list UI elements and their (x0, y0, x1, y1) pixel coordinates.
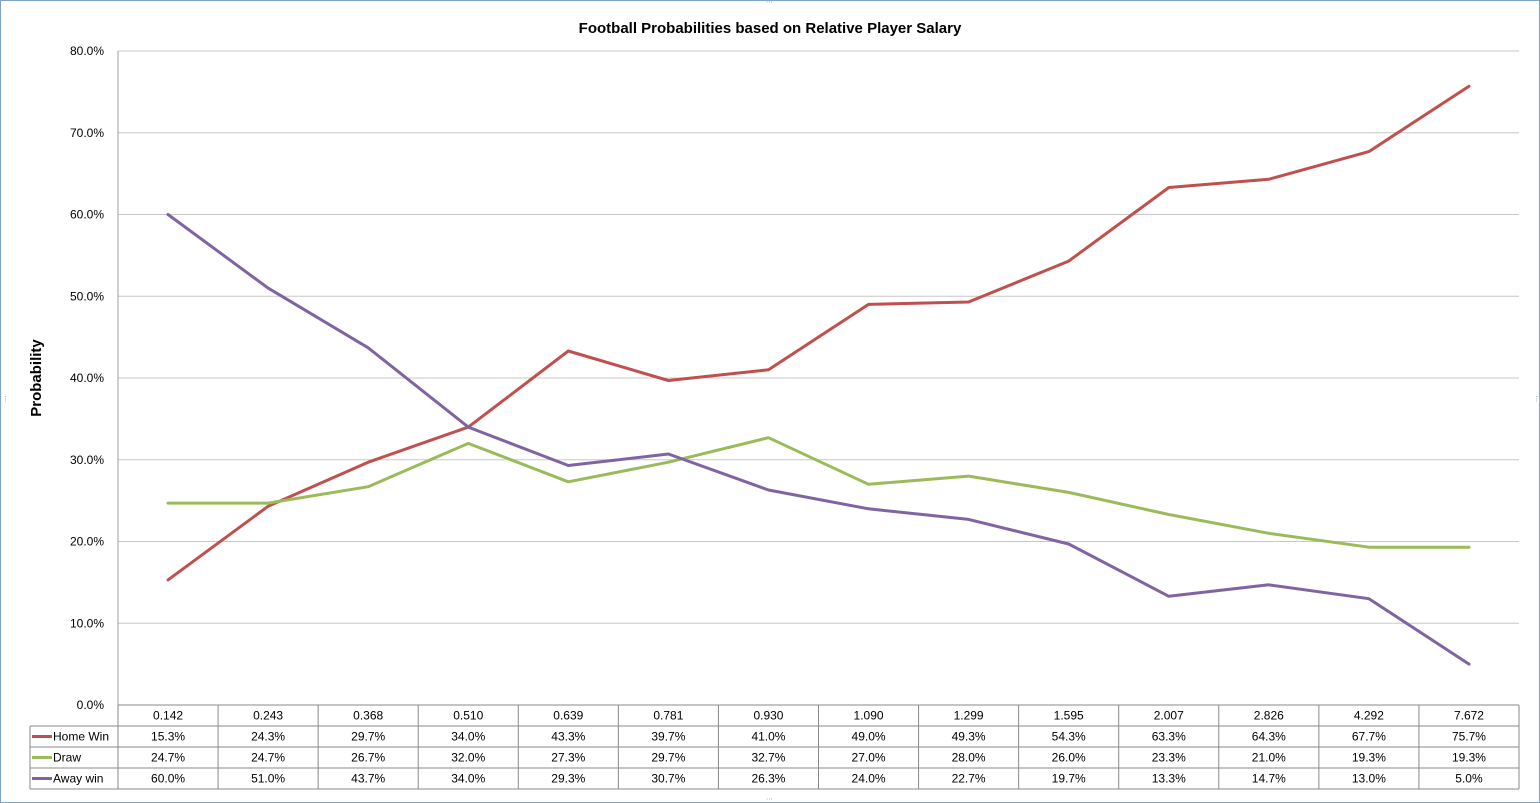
x-tick-label: 0.510 (453, 709, 483, 723)
y-tick-label: 10.0% (70, 616, 104, 630)
x-tick-label: 0.368 (353, 709, 383, 723)
data-label: 51.0% (251, 772, 285, 786)
data-label: 43.3% (551, 730, 585, 744)
y-tick-label: 50.0% (70, 289, 104, 303)
data-label: 67.7% (1352, 730, 1386, 744)
data-label: 29.7% (651, 751, 685, 765)
data-label: 22.7% (952, 772, 986, 786)
data-label: 30.7% (651, 772, 685, 786)
x-tick-label: 1.090 (854, 709, 884, 723)
data-label: 13.0% (1352, 772, 1386, 786)
y-tick-label: 80.0% (70, 44, 104, 58)
data-label: 54.3% (1052, 730, 1086, 744)
data-table: 0.142 0.243 0.368 0.510 0.639 0.781 0.930 1.090… (29, 704, 1520, 790)
data-label: 15.3% (151, 730, 185, 744)
y-tick-label: 60.0% (70, 208, 104, 222)
data-label: 39.7% (651, 730, 685, 744)
x-tick-label: 0.930 (753, 709, 783, 723)
x-tick-label: 4.292 (1354, 709, 1384, 723)
series-line-draw (166, 436, 1471, 549)
y-tick-label: 70.0% (70, 126, 104, 140)
data-label: 24.7% (251, 751, 285, 765)
data-label: 34.0% (451, 772, 485, 786)
legend-label: Home Win (53, 730, 109, 744)
data-label: 64.3% (1252, 730, 1286, 744)
data-label: 32.7% (751, 751, 785, 765)
data-label: 5.0% (1455, 772, 1483, 786)
data-label: 49.3% (952, 730, 986, 744)
y-axis-ticks: 0.0% 10.0% 20.0% 30.0% 40.0% 50.0% 60.0% 70.0% 8… (70, 44, 104, 712)
data-label: 32.0% (451, 751, 485, 765)
x-tick-label: 2.007 (1154, 709, 1184, 723)
data-label: 34.0% (451, 730, 485, 744)
data-label: 41.0% (751, 730, 785, 744)
data-label: 24.3% (251, 730, 285, 744)
data-label: 28.0% (952, 751, 986, 765)
data-label: 27.0% (852, 751, 886, 765)
data-label: 27.3% (551, 751, 585, 765)
data-label: 23.3% (1152, 751, 1186, 765)
left-resize-handle[interactable]: ⋮ (2, 395, 9, 403)
data-label: 43.7% (351, 772, 385, 786)
legend-label: Away win (53, 772, 103, 786)
right-resize-handle[interactable]: ⋮ (1533, 395, 1540, 403)
series-line-home-win (166, 84, 1471, 582)
series-lines (166, 84, 1471, 666)
legend-label: Draw (53, 751, 81, 765)
data-label: 26.3% (751, 772, 785, 786)
data-label: 75.7% (1452, 730, 1486, 744)
data-label: 14.7% (1252, 772, 1286, 786)
data-label: 26.7% (351, 751, 385, 765)
y-axis-label: Probability (28, 339, 45, 417)
data-label: 19.3% (1452, 751, 1486, 765)
data-label: 26.0% (1052, 751, 1086, 765)
data-label: 29.7% (351, 730, 385, 744)
data-label: 19.3% (1352, 751, 1386, 765)
gridlines (117, 50, 1519, 705)
data-label: 19.7% (1052, 772, 1086, 786)
y-tick-label: 20.0% (70, 535, 104, 549)
data-label: 21.0% (1252, 751, 1286, 765)
x-tick-label: 0.142 (153, 709, 183, 723)
data-label: 24.0% (852, 772, 886, 786)
data-label: 24.7% (151, 751, 185, 765)
x-tick-label: 7.672 (1454, 709, 1484, 723)
x-tick-label: 0.781 (653, 709, 683, 723)
data-label: 49.0% (852, 730, 886, 744)
series-line-away-win (166, 213, 1471, 666)
y-tick-label: 40.0% (70, 371, 104, 385)
data-label: 29.3% (551, 772, 585, 786)
chart-title: Football Probabilities based on Relative… (579, 20, 962, 37)
bottom-resize-handle[interactable]: ⋯ (766, 795, 773, 803)
y-tick-label: 0.0% (77, 698, 105, 712)
x-tick-label: 0.639 (553, 709, 583, 723)
x-tick-label: 2.826 (1254, 709, 1284, 723)
x-tick-label: 0.243 (253, 709, 283, 723)
y-tick-label: 30.0% (70, 453, 104, 467)
x-tick-label: 1.299 (954, 709, 984, 723)
data-label: 63.3% (1152, 730, 1186, 744)
data-label: 60.0% (151, 772, 185, 786)
x-tick-label: 1.595 (1054, 709, 1084, 723)
data-label: 13.3% (1152, 772, 1186, 786)
top-resize-handle[interactable]: ⋯ (766, 0, 773, 6)
